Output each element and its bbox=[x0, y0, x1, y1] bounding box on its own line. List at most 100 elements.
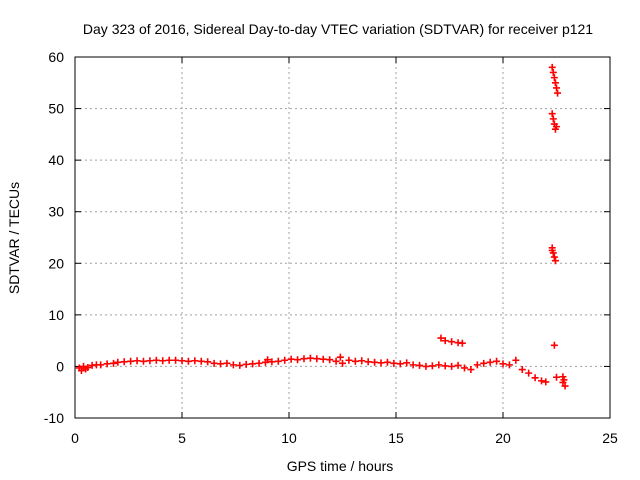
data-point bbox=[548, 246, 556, 254]
data-point bbox=[127, 357, 135, 365]
x-tick-label: 15 bbox=[388, 430, 404, 446]
data-point bbox=[110, 359, 118, 367]
data-point bbox=[493, 357, 501, 365]
data-point bbox=[448, 362, 456, 370]
data-point bbox=[326, 356, 334, 364]
data-point bbox=[550, 253, 558, 261]
data-point bbox=[371, 358, 379, 366]
data-point bbox=[553, 84, 560, 92]
data-point bbox=[441, 362, 449, 370]
data-point bbox=[441, 337, 449, 345]
data-point bbox=[454, 361, 462, 369]
data-point bbox=[480, 359, 488, 367]
data-point bbox=[551, 257, 559, 265]
data-point bbox=[255, 359, 263, 367]
x-axis-label: GPS time / hours bbox=[287, 458, 394, 474]
data-point bbox=[538, 377, 546, 385]
y-tick-label: 50 bbox=[48, 101, 64, 117]
x-tick-label: 10 bbox=[281, 430, 297, 446]
data-point bbox=[351, 357, 359, 365]
data-point bbox=[281, 356, 289, 364]
data-point bbox=[549, 115, 557, 123]
data-point bbox=[486, 358, 494, 366]
data-point bbox=[542, 378, 550, 386]
data-point bbox=[229, 361, 237, 369]
y-tick-label: 0 bbox=[56, 358, 64, 374]
data-point bbox=[473, 361, 481, 369]
data-point bbox=[97, 361, 105, 369]
y-tick-label: 10 bbox=[48, 307, 64, 323]
data-point bbox=[268, 358, 276, 366]
x-tick-label: 25 bbox=[602, 430, 618, 446]
data-point bbox=[409, 361, 417, 369]
data-point bbox=[460, 364, 468, 372]
data-point bbox=[358, 357, 366, 365]
x-tick-label: 0 bbox=[71, 430, 79, 446]
y-axis-label: SDTVAR / TECUs bbox=[6, 182, 22, 294]
data-point bbox=[345, 356, 353, 364]
y-tick-label: 40 bbox=[48, 152, 64, 168]
data-point bbox=[525, 369, 533, 377]
data-point bbox=[84, 363, 92, 371]
data-point bbox=[560, 376, 568, 384]
data-point bbox=[561, 382, 569, 390]
data-point bbox=[159, 357, 167, 365]
data-point bbox=[319, 355, 327, 363]
data-point bbox=[377, 359, 385, 367]
data-point bbox=[133, 357, 141, 365]
chart-title: Day 323 of 2016, Sidereal Day-to-day VTE… bbox=[83, 21, 593, 37]
data-point bbox=[264, 356, 272, 364]
data-point bbox=[242, 360, 250, 368]
data-point bbox=[554, 89, 562, 97]
y-tick-label: 30 bbox=[48, 204, 64, 220]
data-point bbox=[172, 356, 180, 364]
data-point bbox=[114, 358, 122, 366]
data-point bbox=[120, 358, 128, 366]
data-point bbox=[223, 359, 231, 367]
data-point bbox=[550, 341, 558, 349]
data-point bbox=[294, 356, 302, 364]
data-point bbox=[390, 359, 398, 367]
data-point bbox=[553, 373, 560, 381]
data-point bbox=[339, 359, 346, 367]
data-point bbox=[210, 359, 218, 367]
data-point bbox=[274, 357, 282, 365]
data-point bbox=[217, 360, 225, 368]
data-point bbox=[306, 354, 314, 362]
data-point bbox=[146, 357, 154, 365]
data-point bbox=[249, 360, 257, 368]
data-point bbox=[165, 356, 173, 364]
data-point bbox=[458, 339, 466, 347]
data-point bbox=[313, 355, 321, 363]
data-point bbox=[505, 361, 513, 369]
data-point bbox=[300, 355, 308, 363]
plot-frame bbox=[74, 56, 611, 419]
data-point bbox=[435, 361, 443, 369]
data-point bbox=[551, 79, 559, 87]
data-point bbox=[518, 366, 526, 374]
data-point bbox=[139, 357, 147, 365]
data-point bbox=[332, 357, 340, 365]
data-point bbox=[383, 358, 391, 366]
data-point bbox=[437, 334, 445, 342]
y-tick-label: 60 bbox=[48, 49, 64, 65]
data-point bbox=[448, 338, 456, 346]
data-point bbox=[103, 360, 111, 368]
data-point bbox=[416, 361, 424, 369]
data-point bbox=[550, 74, 558, 82]
data-point bbox=[512, 356, 520, 364]
data-point bbox=[549, 68, 557, 76]
data-point bbox=[197, 357, 205, 365]
x-tick-label: 5 bbox=[178, 430, 186, 446]
data-point bbox=[184, 357, 192, 365]
data-point bbox=[178, 357, 186, 365]
data-point bbox=[422, 362, 430, 370]
data-point bbox=[553, 123, 560, 131]
data-point bbox=[548, 63, 556, 71]
data-point bbox=[77, 367, 85, 375]
data-point bbox=[364, 358, 372, 366]
data-point bbox=[236, 361, 244, 369]
y-tick-label: 20 bbox=[48, 255, 64, 271]
grid bbox=[75, 57, 610, 418]
